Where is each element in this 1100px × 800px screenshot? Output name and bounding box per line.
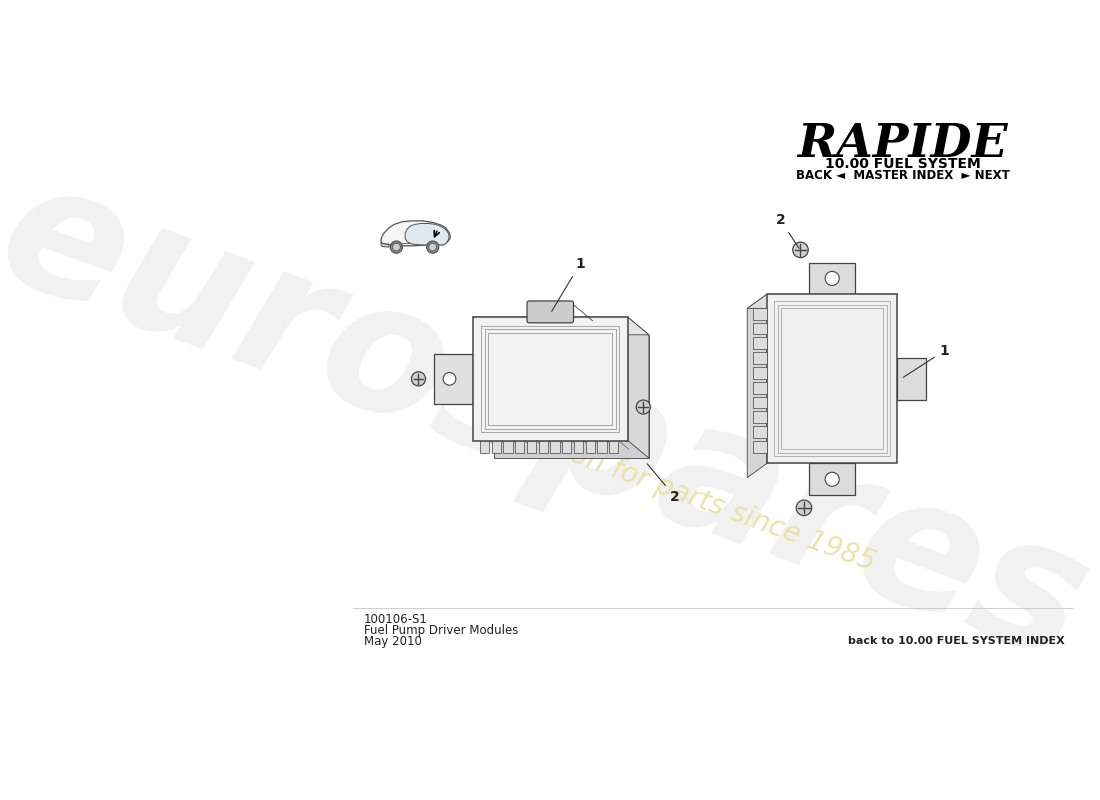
Circle shape — [429, 243, 437, 251]
Circle shape — [793, 242, 808, 258]
Polygon shape — [527, 441, 536, 454]
Polygon shape — [752, 397, 767, 409]
Polygon shape — [810, 262, 855, 294]
Polygon shape — [585, 441, 595, 454]
Polygon shape — [810, 463, 855, 495]
Text: BACK ◄  MASTER INDEX  ► NEXT: BACK ◄ MASTER INDEX ► NEXT — [795, 170, 1010, 182]
Circle shape — [796, 500, 812, 515]
Polygon shape — [494, 335, 649, 458]
Polygon shape — [752, 338, 767, 350]
Circle shape — [393, 243, 400, 251]
Text: 2: 2 — [776, 214, 799, 248]
Circle shape — [825, 472, 839, 486]
Text: a passion for parts since 1985: a passion for parts since 1985 — [475, 406, 879, 577]
Text: eurospares: eurospares — [0, 143, 1100, 699]
Polygon shape — [752, 382, 767, 394]
Polygon shape — [473, 317, 649, 335]
Polygon shape — [752, 411, 767, 423]
Text: 10.00 FUEL SYSTEM: 10.00 FUEL SYSTEM — [825, 157, 980, 171]
Circle shape — [390, 241, 403, 254]
FancyBboxPatch shape — [527, 301, 573, 323]
Text: May 2010: May 2010 — [363, 634, 421, 647]
Polygon shape — [492, 441, 500, 454]
Polygon shape — [550, 441, 560, 454]
Text: Fuel Pump Driver Modules: Fuel Pump Driver Modules — [363, 624, 518, 637]
Polygon shape — [767, 294, 898, 463]
Text: back to 10.00 FUEL SYSTEM INDEX: back to 10.00 FUEL SYSTEM INDEX — [848, 636, 1065, 646]
Circle shape — [636, 400, 650, 414]
Polygon shape — [473, 317, 628, 441]
Polygon shape — [480, 441, 490, 454]
Polygon shape — [574, 441, 583, 454]
Polygon shape — [504, 441, 513, 454]
Polygon shape — [752, 308, 767, 320]
Polygon shape — [609, 441, 618, 454]
Polygon shape — [628, 317, 649, 458]
Text: 100106-S1: 100106-S1 — [363, 614, 428, 626]
Polygon shape — [747, 294, 767, 478]
Text: 2: 2 — [647, 464, 680, 504]
Polygon shape — [752, 352, 767, 364]
Circle shape — [443, 373, 455, 385]
Polygon shape — [405, 223, 449, 245]
Polygon shape — [898, 358, 925, 400]
Circle shape — [411, 372, 426, 386]
FancyBboxPatch shape — [548, 318, 595, 341]
Polygon shape — [597, 441, 607, 454]
Polygon shape — [752, 426, 767, 438]
Polygon shape — [381, 242, 389, 247]
Polygon shape — [752, 367, 767, 379]
Polygon shape — [562, 441, 571, 454]
Polygon shape — [515, 441, 525, 454]
Text: 1: 1 — [903, 344, 949, 378]
Polygon shape — [434, 354, 473, 403]
Polygon shape — [747, 294, 898, 308]
Text: 1: 1 — [552, 258, 585, 311]
Polygon shape — [752, 441, 767, 453]
Text: RAPIDE: RAPIDE — [798, 121, 1008, 167]
Circle shape — [825, 271, 839, 286]
Polygon shape — [539, 441, 548, 454]
Polygon shape — [752, 322, 767, 334]
Circle shape — [427, 241, 439, 254]
Polygon shape — [381, 221, 450, 246]
